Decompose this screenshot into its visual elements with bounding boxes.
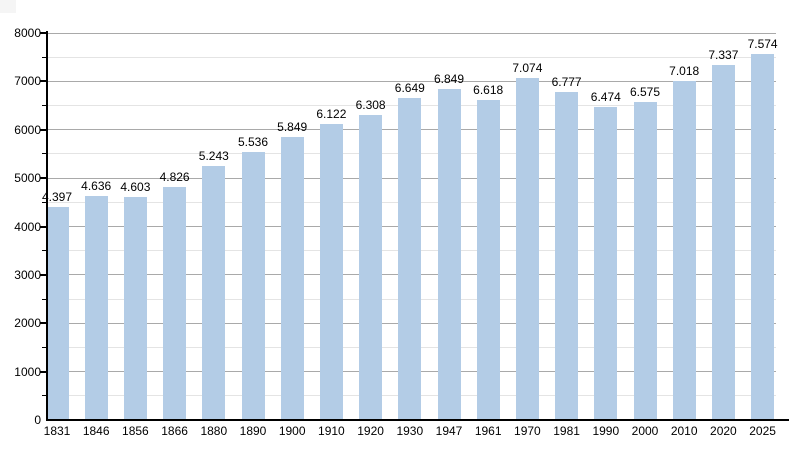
bar	[319, 123, 343, 420]
y-axis-tick-label: 2000	[14, 316, 41, 331]
x-axis-tick-label: 1930	[396, 424, 424, 438]
x-axis-tick-label: 1970	[514, 424, 541, 438]
x-axis-tick-label: 2000	[631, 424, 659, 438]
x-axis-tick-label: 1947	[435, 424, 463, 438]
y-axis-major-tick	[40, 322, 46, 325]
y-axis-tick-label: 6000	[14, 122, 41, 137]
bar-value-label: 6.777	[551, 75, 582, 90]
y-axis-minor-tick	[42, 250, 46, 252]
x-axis-tick-label: 1856	[122, 424, 149, 438]
y-axis-major-tick	[40, 80, 46, 83]
x-axis-tick-label: 1990	[592, 424, 620, 438]
bar-value-label: 6.474	[590, 89, 621, 104]
bar-value-label: 5.243	[198, 149, 229, 164]
y-axis-tick-label: 0	[34, 413, 41, 427]
x-axis-line	[46, 419, 789, 421]
bar	[672, 80, 696, 420]
y-axis-tick-label: 5000	[14, 171, 41, 186]
bar	[555, 92, 579, 420]
y-axis-major-tick	[40, 225, 46, 228]
bar	[280, 137, 304, 420]
x-axis-tick-label: 1831	[43, 424, 71, 438]
bar	[594, 106, 618, 420]
bar-value-label: 4.826	[159, 169, 190, 184]
x-axis-tick-label: 2010	[670, 424, 698, 438]
bar	[84, 195, 108, 420]
bar	[359, 114, 383, 420]
y-axis-tick-label: 8000	[14, 26, 41, 40]
bar	[751, 53, 775, 420]
bar	[476, 99, 500, 420]
x-axis-tick-label: 1961	[474, 424, 502, 438]
x-axis-tick-label: 1866	[161, 424, 188, 438]
y-axis-tick-label: 1000	[14, 364, 41, 379]
bar-value-label: 4.636	[81, 178, 112, 193]
y-axis-line	[46, 31, 48, 420]
bar-value-label: 6.308	[355, 97, 386, 112]
bar	[241, 152, 265, 420]
bar-value-label: 7.018	[669, 63, 700, 78]
bar	[202, 166, 226, 420]
y-axis-minor-tick	[42, 346, 46, 348]
bar-value-label: 6.122	[316, 106, 347, 121]
bar	[515, 77, 539, 420]
y-axis-major-tick	[40, 273, 46, 276]
bar-value-label: 7.337	[708, 48, 739, 63]
bar	[45, 207, 69, 420]
x-axis-tick-label: 1920	[357, 424, 384, 438]
y-axis-minor-tick	[42, 56, 46, 58]
bar-value-label: 6.575	[629, 84, 661, 99]
major-gridline	[48, 80, 776, 82]
y-axis-major-tick	[40, 370, 46, 373]
bar	[398, 98, 422, 420]
bar-value-label: 5.849	[277, 120, 308, 135]
y-axis-minor-tick	[42, 395, 46, 397]
y-axis-tick-label: 7000	[14, 74, 41, 89]
x-axis-tick-label: 1890	[239, 424, 267, 438]
bar	[633, 101, 657, 420]
bar	[437, 88, 461, 420]
y-axis-minor-tick	[42, 153, 46, 155]
x-axis-tick-label: 2020	[710, 424, 737, 438]
bar	[163, 186, 187, 420]
y-axis-minor-tick	[42, 105, 46, 107]
x-axis-tick-label: 1900	[278, 424, 306, 438]
bar-value-label: 4.603	[120, 180, 151, 195]
y-axis-major-tick	[40, 177, 46, 180]
bar-value-label: 5.536	[237, 135, 269, 150]
x-axis-tick-label: 1846	[82, 424, 110, 438]
bar-value-label: 7.574	[747, 36, 778, 51]
y-axis-tick-label: 4000	[14, 219, 41, 234]
y-axis-minor-tick	[42, 201, 46, 203]
corner-artifact	[0, 0, 16, 13]
major-gridline	[48, 32, 776, 34]
x-axis-tick-label: 2025	[749, 424, 776, 438]
y-axis-major-tick	[40, 128, 46, 131]
bar-value-label: 6.849	[433, 71, 465, 86]
bar	[123, 197, 147, 420]
bar	[711, 65, 735, 420]
bar-value-label: 6.618	[473, 82, 504, 97]
y-axis-tick-label: 3000	[14, 267, 41, 282]
bar-value-label: 6.649	[394, 81, 425, 96]
bar-value-label: 4.397	[41, 190, 73, 205]
x-axis-tick-label: 1910	[318, 424, 345, 438]
y-axis-major-tick	[40, 32, 46, 34]
y-axis-minor-tick	[42, 298, 46, 300]
minor-gridline	[48, 56, 776, 58]
x-axis-tick-label: 1981	[553, 424, 580, 438]
x-axis-tick-label: 1880	[200, 424, 228, 438]
bar-value-label: 7.074	[512, 60, 543, 75]
